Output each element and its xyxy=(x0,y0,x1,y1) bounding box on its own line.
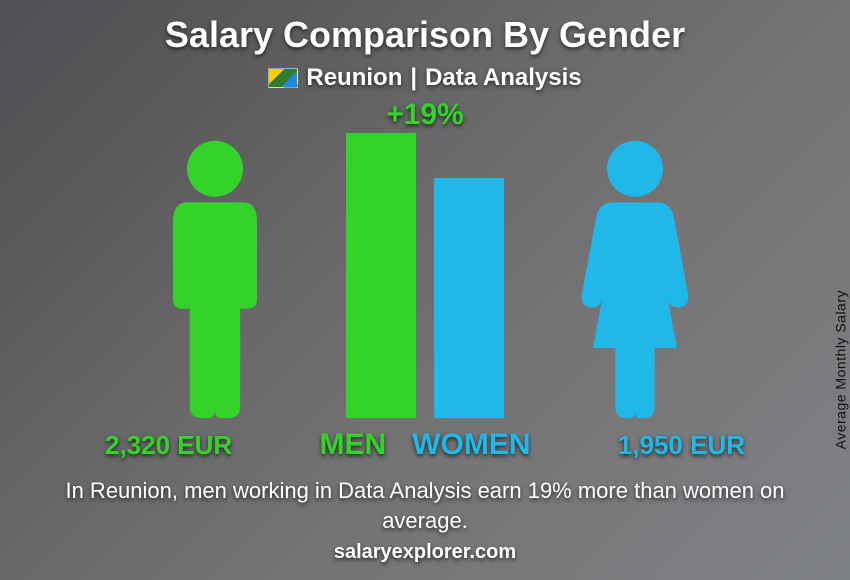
subtitle-category: Data Analysis xyxy=(425,64,582,92)
labels-row: 2,320 EUR MEN WOMEN 1,950 EUR xyxy=(105,428,745,462)
women-label: WOMEN xyxy=(412,428,530,462)
chart-area: +19% xyxy=(105,98,745,418)
bar-women xyxy=(434,178,504,418)
main-title: Salary Comparison By Gender xyxy=(165,14,685,56)
y-axis-label: Average Monthly Salary xyxy=(832,290,848,449)
bar-men xyxy=(346,133,416,418)
women-salary: 1,950 EUR xyxy=(618,430,745,461)
bars-group xyxy=(346,133,504,418)
subtitle-separator: | xyxy=(410,64,417,92)
percent-diff-label: +19% xyxy=(386,98,464,132)
footer-source: salaryexplorer.com xyxy=(334,541,516,564)
male-icon xyxy=(145,138,285,418)
female-icon xyxy=(565,138,705,418)
men-salary: 2,320 EUR xyxy=(105,430,232,461)
men-label: MEN xyxy=(320,428,387,462)
reunion-flag-icon xyxy=(268,68,298,88)
subtitle-location: Reunion xyxy=(306,64,402,92)
subtitle-row: Reunion | Data Analysis xyxy=(268,64,581,92)
mid-labels: MEN WOMEN xyxy=(320,428,531,462)
content-wrap: Salary Comparison By Gender Reunion | Da… xyxy=(0,0,850,580)
summary-text: In Reunion, men working in Data Analysis… xyxy=(65,476,785,535)
